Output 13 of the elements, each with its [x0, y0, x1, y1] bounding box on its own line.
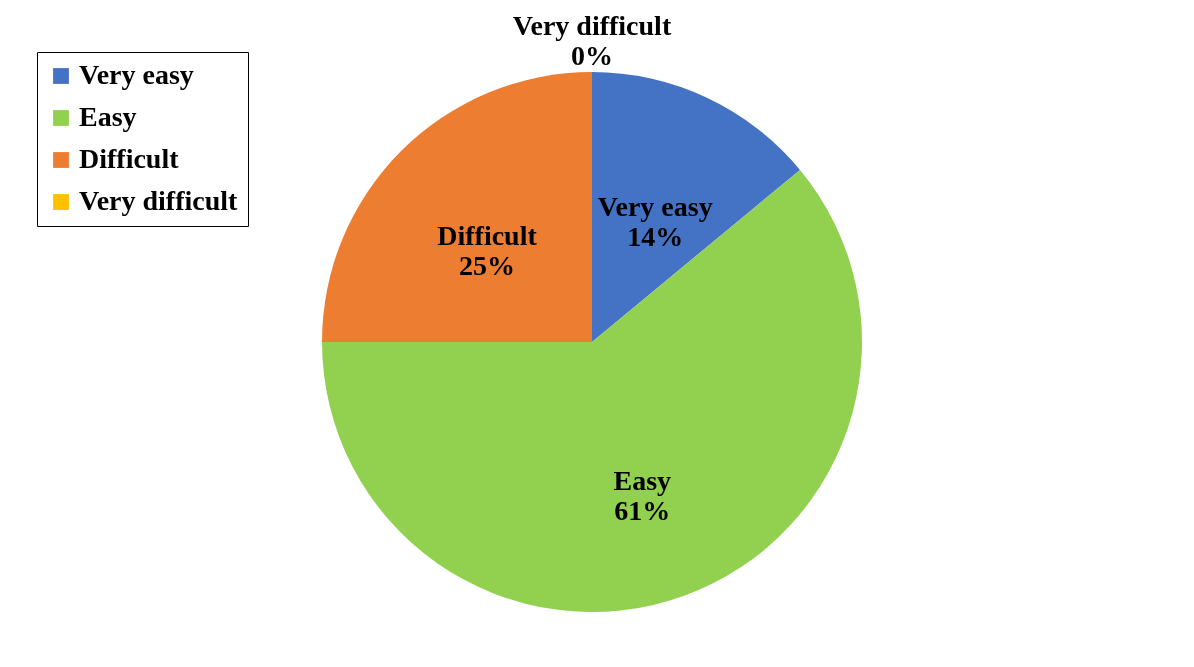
- pie-slice: [592, 72, 801, 342]
- slice-label: Easy: [613, 464, 672, 496]
- slice-label: Very easy: [597, 190, 713, 222]
- category-label: Very difficult: [512, 10, 672, 41]
- data-label: 25%: [458, 249, 515, 281]
- pie-slice: [322, 169, 862, 612]
- pie-slice: [322, 72, 592, 342]
- legend-label: Easy: [79, 101, 137, 132]
- legend-label: Very difficult: [79, 185, 239, 216]
- text: 0%: [571, 40, 613, 71]
- legend-label: Very easy: [79, 59, 194, 90]
- slice-label: Difficult: [437, 219, 538, 251]
- legend-label: Difficult: [79, 143, 180, 174]
